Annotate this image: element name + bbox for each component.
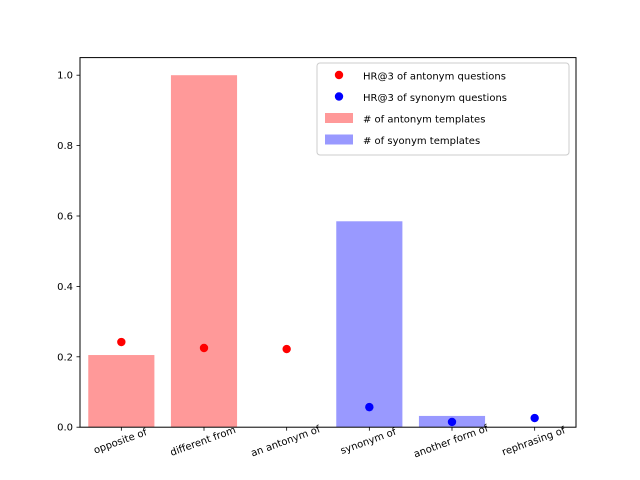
y-axis: 0.0 0.2 0.4 0.6 0.8 1.0 xyxy=(57,71,80,434)
x-tick-label: opposite of xyxy=(92,427,149,457)
legend-swatch xyxy=(325,113,353,123)
x-tick-label: rephrasing of xyxy=(501,425,568,458)
x-tick-label: synonym of xyxy=(339,427,398,457)
legend: HR@3 of antonym questions HR@3 of synonym… xyxy=(316,62,570,156)
point-synonym-2 xyxy=(530,413,539,423)
y-tick-label: 0.2 xyxy=(57,352,73,363)
legend-marker xyxy=(334,92,344,101)
x-tick-label: different from xyxy=(169,425,238,459)
legend-marker xyxy=(334,70,344,80)
y-tick-label: 0.0 xyxy=(57,423,73,434)
bars-layer xyxy=(88,75,486,428)
y-tick-label: 1.0 xyxy=(57,71,73,82)
point-antonym-1 xyxy=(199,343,209,353)
legend-label: HR@3 of synonym questions xyxy=(363,93,507,104)
bar-synonym-3 xyxy=(336,221,403,428)
point-antonym-0 xyxy=(117,337,126,347)
legend-box xyxy=(316,62,570,156)
legend-swatch xyxy=(325,134,353,145)
y-tick-label: 0.6 xyxy=(57,212,73,223)
x-axis: opposite of different from an antonym of sy… xyxy=(92,423,567,460)
points-layer xyxy=(117,337,539,427)
x-tick-label: another form of xyxy=(412,423,490,460)
y-tick-label: 0.4 xyxy=(57,282,73,293)
bar-antonym-1 xyxy=(170,75,238,428)
bar-antonym-0 xyxy=(88,355,155,428)
y-tick-label: 0.8 xyxy=(57,141,73,152)
legend-label: # of antonym templates xyxy=(363,115,485,126)
legend-label: HR@3 of antonym questions xyxy=(363,72,506,83)
point-antonym-2 xyxy=(282,344,291,354)
x-tick-label: an antonym of xyxy=(250,424,323,459)
point-synonym-0 xyxy=(365,402,374,412)
legend-label: # of syonym templates xyxy=(363,136,480,147)
plot-frame xyxy=(79,57,577,428)
point-synonym-1 xyxy=(447,417,457,427)
